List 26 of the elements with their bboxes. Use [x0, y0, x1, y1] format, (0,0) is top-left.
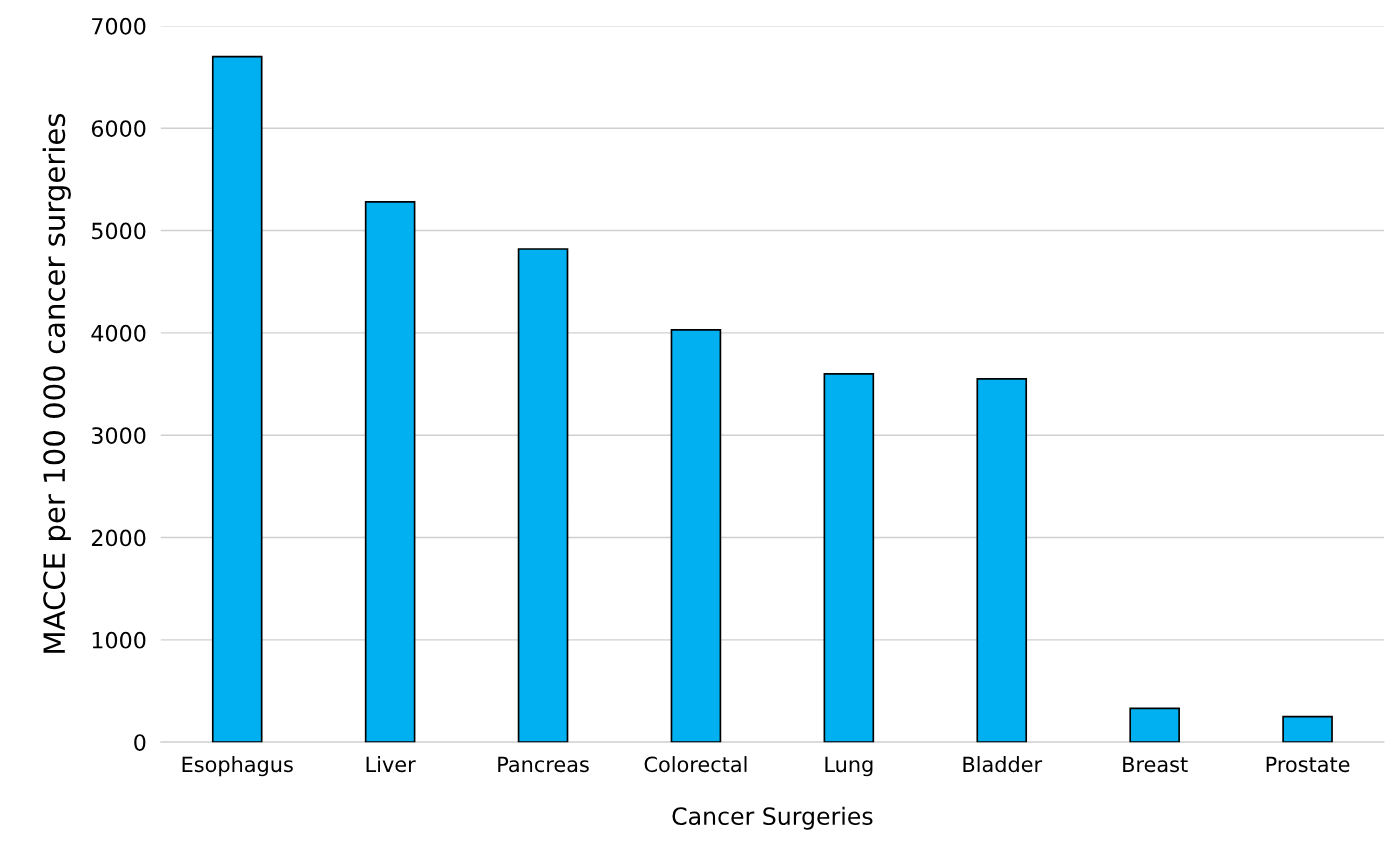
- bar: [211, 55, 263, 743]
- bar: [976, 378, 1028, 743]
- y-tick-label: 2000: [91, 529, 146, 547]
- x-tick-label: Bladder: [963, 756, 1043, 773]
- y-tick-label: 5000: [92, 222, 146, 240]
- y-tick-label: 6000: [91, 120, 146, 137]
- x-tick-label: Liver: [366, 756, 416, 773]
- bar: [1282, 715, 1333, 743]
- bar: [823, 372, 875, 743]
- y-tick-label: 7000: [92, 17, 146, 35]
- x-tick-label: Colorectal: [644, 756, 747, 773]
- x-tick-label: Esophagus: [182, 756, 293, 777]
- bar: [517, 248, 569, 743]
- x-tick-label: Lung: [825, 756, 873, 777]
- x-tick-label: Breast: [1123, 756, 1188, 773]
- bar: [670, 328, 722, 743]
- x-tick-label: Pancreas: [498, 756, 589, 773]
- y-tick-label: 4000: [91, 324, 146, 342]
- y-axis-title: MACCE per 100 000 cancer surgeries: [42, 113, 71, 653]
- bar: [364, 201, 416, 743]
- bar: [1129, 707, 1180, 743]
- x-axis-title: Cancer Surgeries: [672, 806, 873, 830]
- y-tick-label: 0: [134, 734, 146, 751]
- x-tick-label: Prostate: [1266, 756, 1350, 773]
- y-tick-label: 1000: [92, 631, 146, 649]
- y-tick-label: 3000: [92, 427, 146, 444]
